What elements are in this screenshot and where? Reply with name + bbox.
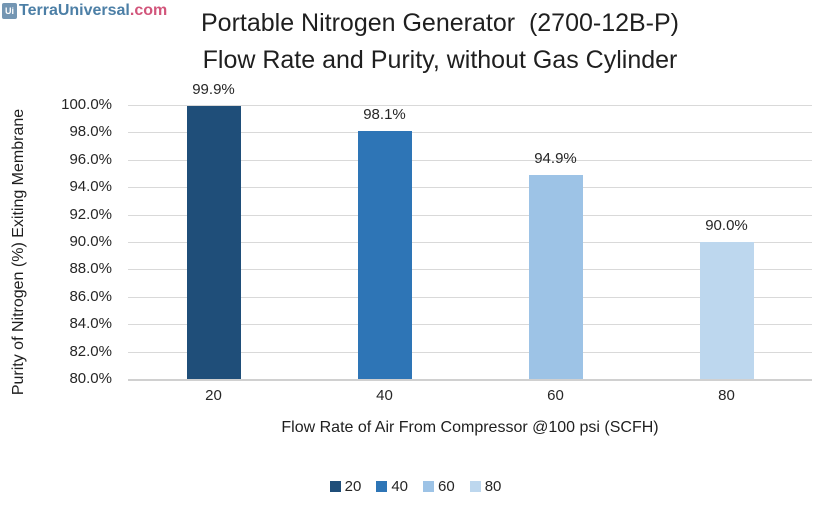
bar-20 [186, 106, 241, 379]
y-tick-label: 80.0% [69, 370, 112, 387]
x-tick-label: 40 [376, 387, 393, 404]
y-gridline [128, 132, 812, 133]
legend-label: 20 [344, 478, 362, 495]
y-gridline [128, 215, 812, 216]
y-tick-label: 90.0% [69, 233, 112, 250]
bar-data-label: 98.1% [363, 106, 406, 124]
terra-universal-logo-icon: Ui [2, 3, 17, 19]
chart-title-line2: Flow Rate and Purity, without Gas Cylind… [202, 46, 678, 74]
y-gridline [128, 105, 812, 106]
legend-swatch [469, 481, 481, 492]
x-tick-label: 80 [718, 387, 735, 404]
y-tick-label: 98.0% [69, 123, 112, 141]
y-tick-label: 86.0% [69, 287, 112, 305]
y-tick-label: 94.0% [69, 178, 112, 196]
logo-tld-text: .com [129, 2, 168, 19]
plot-area: 99.9% 98.1% 94.9% 90.0% [128, 81, 812, 381]
legend-item-80: 80 [469, 478, 502, 495]
logo-brand-text: TerraUniversal [19, 2, 130, 19]
x-tick-label: 20 [205, 387, 222, 404]
bar-80 [699, 242, 754, 379]
y-tick-label: 96.0% [69, 150, 112, 168]
y-tick-label: 92.0% [69, 205, 112, 223]
y-gridline [128, 269, 812, 270]
x-axis-title: Flow Rate of Air From Compressor @100 ps… [281, 419, 659, 436]
chart-title-line1: Portable Nitrogen Generator (2700-12B-P) [200, 9, 680, 37]
bar-60 [528, 174, 583, 379]
x-tick-label: 60 [547, 387, 564, 404]
legend-item-40: 40 [376, 478, 408, 495]
bar-data-label: 99.9% [192, 81, 235, 99]
y-gridline [128, 160, 812, 161]
y-gridline [128, 297, 812, 298]
legend-item-20: 20 [329, 478, 362, 495]
y-tick-label: 100.0% [61, 96, 112, 113]
terra-universal-logo: Ui TerraUniversal .com [2, 1, 167, 21]
legend-label: 80 [484, 478, 502, 495]
bar-40 [357, 131, 412, 379]
legend: 20 40 60 80 [0, 478, 831, 495]
y-gridline [128, 187, 812, 188]
legend-swatch [423, 481, 434, 492]
legend-swatch [329, 481, 341, 492]
legend-item-60: 60 [423, 478, 455, 495]
y-tick-label: 82.0% [69, 342, 112, 360]
legend-swatch [376, 481, 388, 492]
y-tick-label: 84.0% [69, 315, 112, 333]
y-tick-label: 88.0% [69, 260, 112, 278]
x-axis-line [128, 379, 812, 381]
y-gridline [128, 352, 812, 353]
chart-title: Portable Nitrogen Generator (2700-12B-P)… [55, 5, 825, 79]
legend-label: 60 [438, 478, 455, 495]
y-gridline [128, 242, 812, 243]
bar-data-label: 94.9% [534, 149, 577, 167]
y-gridline [128, 324, 812, 325]
legend-label: 40 [391, 478, 408, 495]
bar-data-label: 90.0% [705, 217, 748, 234]
